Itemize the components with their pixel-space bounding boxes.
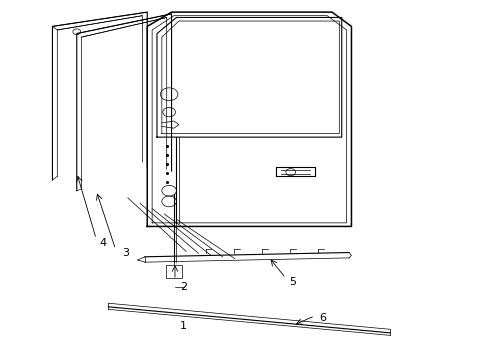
Text: 2: 2 [180,282,187,292]
Bar [165,265,182,278]
Text: 1: 1 [180,321,187,332]
Text: 4: 4 [100,238,107,248]
Text: 6: 6 [318,312,325,323]
Text: 3: 3 [122,248,129,258]
Text: 5: 5 [289,277,296,287]
